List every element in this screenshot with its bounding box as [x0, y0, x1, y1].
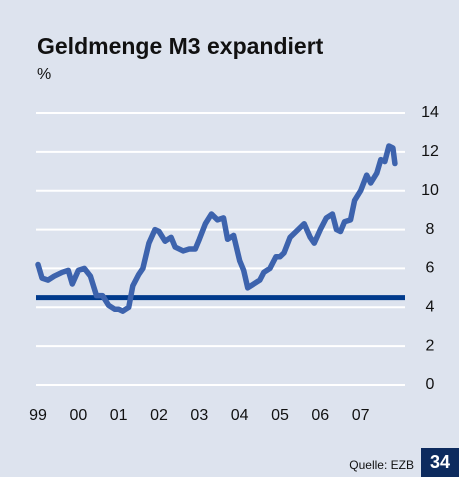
x-tick-label: 05: [271, 407, 289, 424]
page-number-box: [421, 448, 459, 477]
y-tick-label: 10: [421, 182, 439, 199]
data-line: [35, 143, 398, 314]
x-tick-label: 01: [110, 407, 128, 424]
page-number: 34: [430, 452, 450, 472]
x-tick-label: 04: [231, 407, 249, 424]
y-tick-label: 2: [426, 337, 435, 354]
x-tick-label: 99: [29, 407, 47, 424]
y-unit: %: [37, 66, 51, 83]
x-tick-label: 00: [69, 407, 87, 424]
y-tick-label: 6: [426, 260, 435, 277]
chart-title: Geldmenge M3 expandiert: [37, 33, 324, 59]
y-tick-label: 0: [426, 376, 435, 393]
x-tick-label: 02: [150, 407, 168, 424]
y-tick-label: 4: [426, 299, 435, 316]
y-tick-label: 12: [421, 143, 439, 160]
x-tick-label: 03: [190, 407, 208, 424]
y-tick-label: 8: [426, 221, 435, 238]
x-tick-label: 07: [352, 407, 370, 424]
source: Quelle: EZB: [349, 458, 414, 472]
x-tick-label: 06: [311, 407, 329, 424]
y-tick-label: 14: [421, 104, 439, 121]
